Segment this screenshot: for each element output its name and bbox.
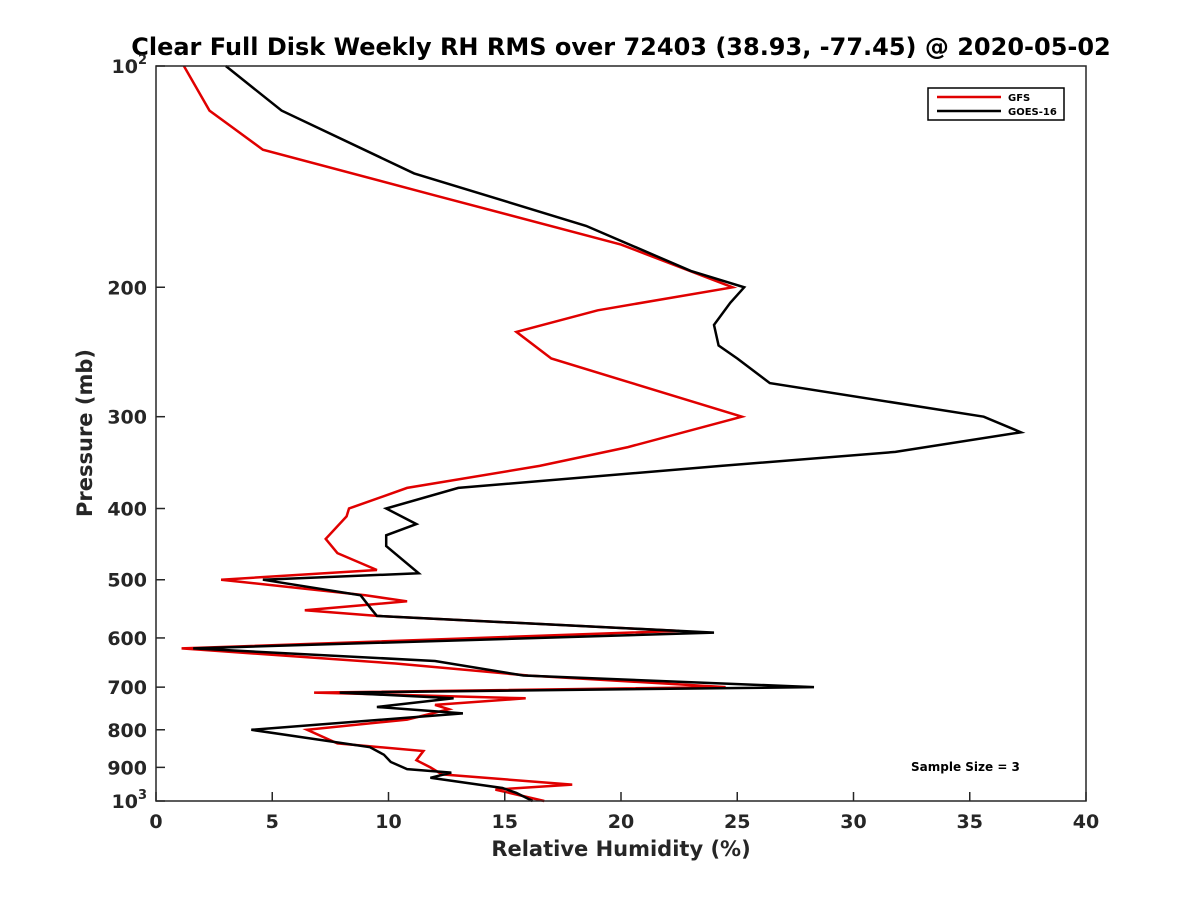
plot-frame — [155, 65, 1087, 802]
legend-box — [927, 87, 1065, 121]
series-line-goes16 — [193, 65, 1026, 803]
sample-size-annotation: Sample Size = 3 — [911, 760, 1020, 774]
x-tick-label: 35 — [957, 811, 983, 833]
y-tick-label: 200 — [107, 277, 147, 299]
y-tick-label: 900 — [107, 757, 147, 779]
x-tick-label: 15 — [492, 811, 518, 833]
x-tick-label: 5 — [266, 811, 279, 833]
x-axis: 0 5 10 15 20 25 30 35 40 — [149, 792, 1099, 833]
y-tick-label: 102 — [112, 53, 148, 78]
legend-label-gfs: GFS — [1008, 93, 1030, 104]
y-tick-label: 400 — [107, 499, 147, 521]
x-tick-label: 10 — [375, 811, 401, 833]
x-axis-label: Relative Humidity (%) — [491, 837, 750, 861]
chart-title: Clear Full Disk Weekly RH RMS over 72403… — [131, 33, 1111, 61]
y-tick-label: 500 — [107, 570, 147, 592]
x-tick-label: 40 — [1073, 811, 1099, 833]
y-axis: 102 200 300 400 500 600 700 800 900 103 — [107, 53, 165, 813]
series-group — [181, 65, 1026, 803]
x-tick-label: 25 — [724, 811, 750, 833]
y-tick-label: 103 — [112, 788, 148, 813]
legend: GFS GOES-16 — [927, 87, 1065, 121]
x-tick-label: 20 — [608, 811, 634, 833]
x-tick-label: 0 — [149, 811, 162, 833]
y-tick-label: 800 — [107, 720, 147, 742]
legend-label-goes16: GOES-16 — [1008, 107, 1057, 118]
y-tick-label: 300 — [107, 407, 147, 429]
x-tick-label: 30 — [840, 811, 866, 833]
y-tick-label: 600 — [107, 628, 147, 650]
y-tick-label: 700 — [107, 677, 147, 699]
y-axis-label: Pressure (mb) — [73, 349, 97, 517]
